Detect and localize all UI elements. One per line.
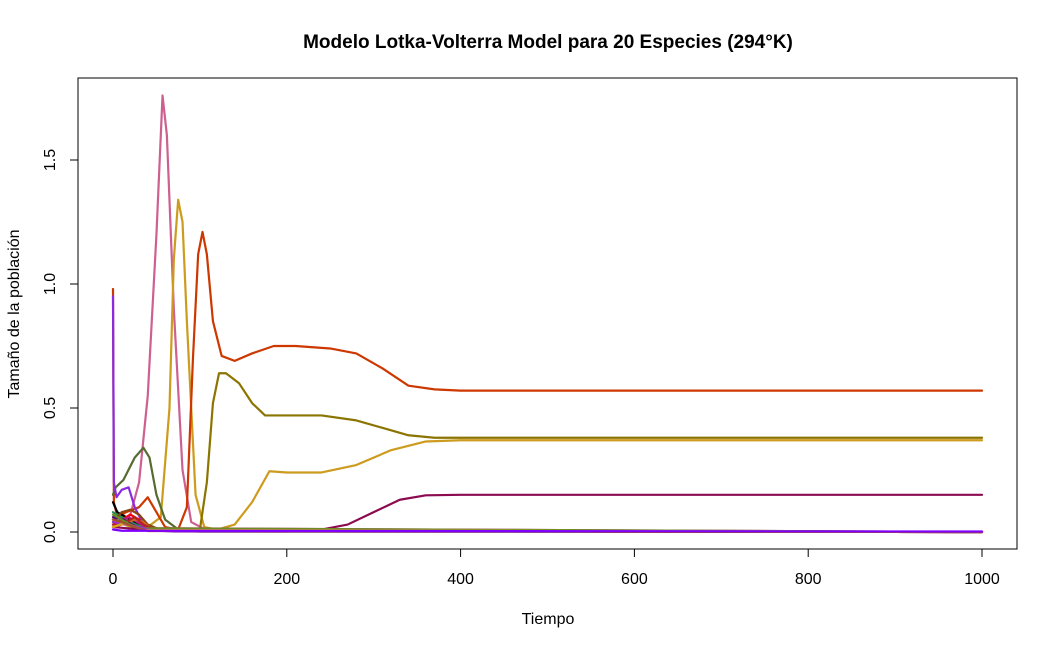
series-line-3 <box>111 230 984 531</box>
series-layer <box>111 94 984 534</box>
series-line-2 <box>111 198 984 531</box>
y-tick-label: 1.0 <box>42 273 59 295</box>
series-line-8 <box>111 501 984 534</box>
x-tick-label: 400 <box>447 571 474 588</box>
x-axis: 0 200 400 600 800 1000 <box>109 548 1000 588</box>
x-tick-label: 800 <box>795 571 822 588</box>
y-tick-label: 0.0 <box>42 521 59 543</box>
plot-frame <box>77 77 1018 550</box>
y-tick-label: 1.5 <box>42 149 59 171</box>
x-tick-label: 0 <box>109 571 118 588</box>
x-tick-label: 600 <box>621 571 648 588</box>
x-tick-label: 1000 <box>964 571 1000 588</box>
chart-title: Modelo Lotka-Volterra Model para 20 Espe… <box>303 32 793 53</box>
series-line-20 <box>111 528 984 533</box>
y-axis-label: Tamaño de la población <box>6 229 23 398</box>
series-line-6 <box>111 446 984 534</box>
series-line-7 <box>111 295 984 534</box>
y-tick-label: 0.5 <box>42 397 59 419</box>
x-tick-label: 200 <box>273 571 300 588</box>
series-line-1 <box>111 94 984 534</box>
x-axis-label: Tiempo <box>522 611 575 628</box>
y-axis: 0.0 0.5 1.0 1.5 <box>42 149 79 543</box>
series-line-4 <box>111 372 984 532</box>
